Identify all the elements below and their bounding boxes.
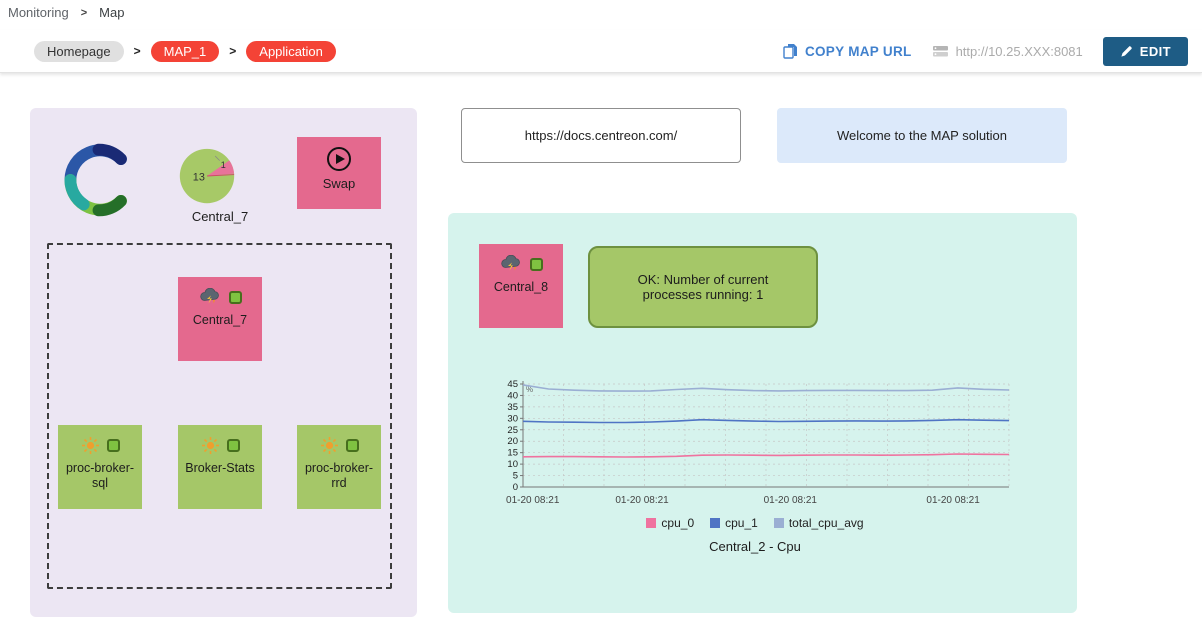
- welcome-text: Welcome to the MAP solution: [836, 128, 1008, 143]
- svg-text:25: 25: [507, 425, 518, 436]
- legend-item: cpu_1: [710, 516, 758, 530]
- map-toolbar: Homepage > MAP_1 > Application COPY MAP …: [0, 30, 1202, 73]
- node-label: Swap: [322, 176, 356, 191]
- node-central7[interactable]: Central_7: [178, 277, 262, 361]
- chevron-right-icon: >: [229, 44, 237, 58]
- map-group-right: Central_8 OK: Number of current processe…: [448, 213, 1077, 613]
- node-label: Central_8: [493, 280, 549, 294]
- status-ok-icon: [229, 291, 242, 304]
- svg-text:01-20 08:21: 01-20 08:21: [764, 495, 818, 506]
- svg-text:30: 30: [507, 413, 518, 424]
- pie-node-central7[interactable]: 13 1: [178, 147, 236, 205]
- edit-icon: [1121, 45, 1132, 57]
- legend-item: cpu_0: [646, 516, 694, 530]
- chart-legend: cpu_0 cpu_1 total_cpu_avg: [497, 516, 1013, 530]
- svg-text:01-20 08:21: 01-20 08:21: [926, 495, 980, 506]
- storm-icon: [200, 288, 219, 304]
- server-url-text: http://10.25.XXX:8081: [955, 43, 1083, 59]
- status-text: OK: Number of current processes running:…: [637, 272, 769, 302]
- node-label: Broker-Stats: [185, 461, 255, 475]
- svg-text:45: 45: [507, 379, 518, 390]
- legend-item: total_cpu_avg: [773, 516, 864, 530]
- svg-text:20: 20: [507, 436, 518, 447]
- node-central8[interactable]: Central_8: [479, 244, 563, 328]
- node-swap[interactable]: Swap: [297, 137, 381, 209]
- svg-text:35: 35: [507, 402, 518, 413]
- path-item-map1[interactable]: MAP_1: [150, 40, 220, 62]
- cpu-chart-widget: 0 5 10 15 20 25 30 35 40 45% 01-20 08:21 01-20 08:2…: [497, 378, 1013, 554]
- node-label: proc-broker-sql: [65, 461, 135, 490]
- storm-icon: [501, 255, 520, 271]
- pie-slice: [207, 160, 235, 176]
- pie-value-main: 13: [193, 172, 205, 184]
- node-broker-stats[interactable]: Broker-Stats: [178, 425, 262, 509]
- node-proc-broker-sql[interactable]: proc-broker-sql: [58, 425, 142, 509]
- docs-link-text: https://docs.centreon.com/: [524, 128, 678, 143]
- chevron-right-icon: >: [80, 6, 88, 19]
- svg-text:10: 10: [507, 459, 518, 470]
- path-item-homepage[interactable]: Homepage: [34, 40, 124, 62]
- svg-text:5: 5: [513, 471, 518, 482]
- chart-title: Central_2 - Cpu: [709, 539, 801, 554]
- status-ok-icon: [226, 439, 240, 452]
- svg-text:0: 0: [513, 482, 518, 493]
- play-icon: [327, 147, 351, 171]
- edit-label: EDIT: [1139, 43, 1171, 59]
- docs-link-box[interactable]: https://docs.centreon.com/: [461, 108, 741, 163]
- pie-node-label: Central_7: [191, 209, 249, 224]
- breadcrumb: Monitoring > Map: [8, 5, 124, 20]
- node-label: Central_7: [192, 313, 248, 327]
- map-path: Homepage > MAP_1 > Application: [34, 40, 336, 62]
- pie-value-slice: 1: [221, 160, 226, 170]
- status-ok-icon: [530, 258, 543, 271]
- path-item-application[interactable]: Application: [246, 40, 336, 62]
- copy-map-url-label: COPY MAP URL: [804, 43, 912, 59]
- chevron-right-icon: >: [133, 44, 141, 58]
- copy-icon: [783, 43, 797, 59]
- node-proc-broker-rrd[interactable]: proc-broker-rrd: [297, 425, 381, 509]
- svg-text:%: %: [526, 385, 533, 394]
- copy-map-url-button[interactable]: COPY MAP URL: [782, 43, 912, 60]
- status-ok-icon: [106, 439, 120, 452]
- status-ok-icon: [345, 439, 359, 452]
- container-group-outline: [47, 243, 392, 589]
- breadcrumb-map[interactable]: Map: [99, 5, 125, 20]
- sun-icon: [201, 437, 219, 454]
- sun-icon: [320, 437, 338, 454]
- svg-text:01-20 08:21: 01-20 08:21: [506, 495, 560, 506]
- breadcrumb-monitoring[interactable]: Monitoring: [8, 5, 69, 20]
- edit-button[interactable]: EDIT: [1102, 36, 1188, 66]
- centreon-logo: [64, 143, 127, 217]
- welcome-box: Welcome to the MAP solution: [777, 108, 1067, 163]
- node-label: proc-broker-rrd: [304, 461, 374, 490]
- status-text-box: OK: Number of current processes running:…: [588, 246, 818, 328]
- server-url: http://10.25.XXX:8081: [932, 44, 1083, 59]
- sun-icon: [81, 437, 99, 454]
- svg-text:01-20 08:21: 01-20 08:21: [615, 495, 669, 506]
- server-icon: [932, 45, 948, 56]
- map-group-left: 13 1 Central_7 Swap Central_7: [30, 108, 417, 617]
- svg-text:15: 15: [507, 448, 518, 459]
- svg-text:40: 40: [507, 390, 518, 401]
- toolbar-right: COPY MAP URL http://10.25.XXX:8081 EDIT: [782, 36, 1188, 66]
